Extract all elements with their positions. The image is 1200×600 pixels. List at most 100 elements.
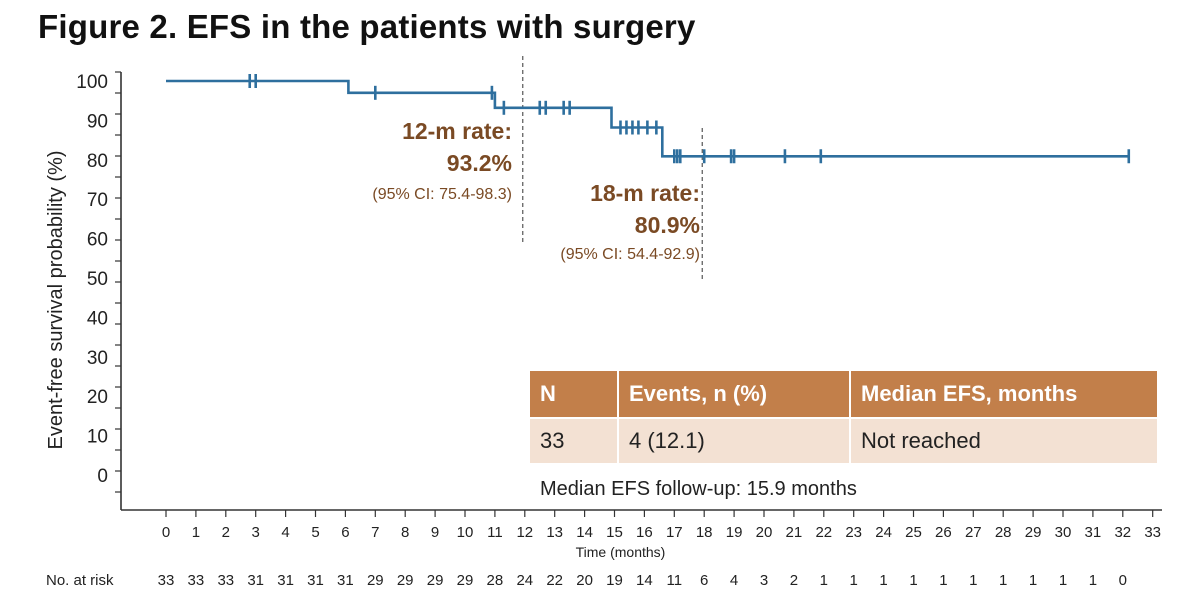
- x-tick-label: 18: [696, 524, 713, 541]
- table-cell: Not reached: [850, 417, 1157, 463]
- reference-lines: [522, 56, 703, 282]
- risk-count: 1: [850, 572, 858, 589]
- risk-count: 2: [790, 572, 798, 589]
- risk-count: 29: [427, 572, 444, 589]
- x-tick-label: 33: [1144, 524, 1161, 541]
- followup-note: Median EFS follow-up: 15.9 months: [540, 478, 857, 500]
- risk-table: No. at risk 33 33 33 31 31 31 31 29 29 29 29 28 24 22 2…: [46, 572, 1127, 589]
- risk-count: 1: [1089, 572, 1097, 589]
- risk-count: 31: [247, 572, 264, 589]
- chart-title: Figure 2. EFS in the patients with surge…: [38, 8, 696, 45]
- y-tick-label: 90: [87, 111, 108, 132]
- x-tick-label: 14: [576, 524, 593, 541]
- y-axis: 0 10 20 30 40 50 60 70 80 90 100 Event-free surviva…: [45, 71, 122, 510]
- rate18-ci: (95% CI: 54.4-92.9): [560, 246, 700, 263]
- y-tick-label: 0: [97, 466, 108, 487]
- x-tick-label: 15: [606, 524, 623, 541]
- risk-count: 31: [307, 572, 324, 589]
- risk-count: 14: [636, 572, 653, 589]
- risk-count: 11: [667, 572, 683, 589]
- table-header: Events, n (%): [618, 371, 851, 418]
- survival-curve: [166, 79, 1129, 158]
- x-tick-label: 17: [666, 524, 683, 541]
- x-tick-label: 30: [1055, 524, 1072, 541]
- rate12-label: 12-m rate:: [402, 118, 512, 144]
- table-header-row: N Events, n (%) Median EFS, months: [530, 371, 1157, 418]
- x-tick-label: 0: [162, 524, 170, 541]
- table-cell: 33: [530, 417, 619, 463]
- summary-table: N Events, n (%) Median EFS, months 33 4 …: [530, 371, 1157, 463]
- table-header: N: [530, 371, 619, 418]
- x-tick-label: 31: [1085, 524, 1102, 541]
- y-tick-label: 40: [87, 308, 108, 329]
- y-tick-label: 50: [87, 269, 108, 290]
- x-tick-label: 11: [487, 524, 503, 541]
- x-tick-label: 6: [341, 524, 349, 541]
- risk-count: 31: [337, 572, 354, 589]
- table-cell: 4 (12.1): [618, 417, 851, 463]
- risk-count: 33: [158, 572, 175, 589]
- x-tick-label: 12: [516, 524, 533, 541]
- table-row: 33 4 (12.1) Not reached: [530, 417, 1157, 463]
- x-tick-label: 16: [636, 524, 653, 541]
- x-tick-label: 22: [815, 524, 832, 541]
- x-tick-label: 3: [252, 524, 260, 541]
- risk-count: 22: [546, 572, 563, 589]
- risk-count: 6: [700, 572, 708, 589]
- table-header: Median EFS, months: [850, 371, 1157, 418]
- risk-count: 0: [1119, 572, 1127, 589]
- risk-count: 29: [397, 572, 414, 589]
- rate12-ci: (95% CI: 75.4-98.3): [372, 186, 512, 203]
- risk-count: 28: [487, 572, 504, 589]
- risk-count: 1: [939, 572, 947, 589]
- risk-count: 3: [760, 572, 768, 589]
- y-tick-label: 30: [87, 348, 108, 369]
- risk-count: 1: [879, 572, 887, 589]
- risk-count: 33: [217, 572, 234, 589]
- x-tick-label: 5: [311, 524, 319, 541]
- y-tick-label: 60: [87, 230, 108, 251]
- y-tick-label: 80: [87, 151, 108, 172]
- rate18-label: 18-m rate:: [590, 180, 700, 206]
- risk-count: 33: [188, 572, 205, 589]
- x-tick-label: 32: [1114, 524, 1131, 541]
- x-tick-label: 7: [371, 524, 379, 541]
- rate12-value: 93.2%: [446, 150, 512, 176]
- x-tick-label: 25: [905, 524, 922, 541]
- risk-count: 1: [999, 572, 1007, 589]
- risk-count: 4: [730, 572, 738, 589]
- x-axis-title: Time (months): [576, 544, 666, 560]
- risk-count: 1: [909, 572, 917, 589]
- x-tick-label: 29: [1025, 524, 1042, 541]
- risk-count: 1: [1059, 572, 1067, 589]
- risk-count: 24: [516, 572, 533, 589]
- x-tick-label: 1: [192, 524, 200, 541]
- x-tick-label: 24: [875, 524, 892, 541]
- x-tick-label: 20: [756, 524, 773, 541]
- risk-count: 19: [606, 572, 623, 589]
- risk-count: 29: [457, 572, 474, 589]
- x-tick-label: 23: [845, 524, 862, 541]
- x-tick-label: 10: [457, 524, 474, 541]
- risk-count: 31: [277, 572, 294, 589]
- risk-count: 29: [367, 572, 384, 589]
- risk-count: 1: [820, 572, 828, 589]
- risk-count: 20: [576, 572, 593, 589]
- y-tick-label: 20: [87, 387, 108, 408]
- y-axis-title: Event-free survival probability (%): [45, 151, 67, 450]
- x-tick-label: 19: [726, 524, 743, 541]
- y-tick-label: 100: [76, 72, 108, 93]
- x-tick-label: 2: [222, 524, 230, 541]
- x-tick-label: 21: [786, 524, 803, 541]
- x-axis: 0 1 2 3 4 5 6 7 8 9 10 11 12 13 14 15 16 17 18 19 20 21 22 23 24…: [121, 509, 1162, 560]
- rate18-value: 80.9%: [634, 212, 700, 238]
- risk-table-label: No. at risk: [46, 572, 114, 589]
- x-tick-label: 8: [401, 524, 409, 541]
- risk-count: 1: [1029, 572, 1037, 589]
- censor-marks: [248, 74, 1131, 164]
- x-tick-label: 13: [546, 524, 563, 541]
- x-tick-label: 4: [281, 524, 289, 541]
- x-tick-label: 28: [995, 524, 1012, 541]
- survival-curve-line: [166, 79, 1129, 158]
